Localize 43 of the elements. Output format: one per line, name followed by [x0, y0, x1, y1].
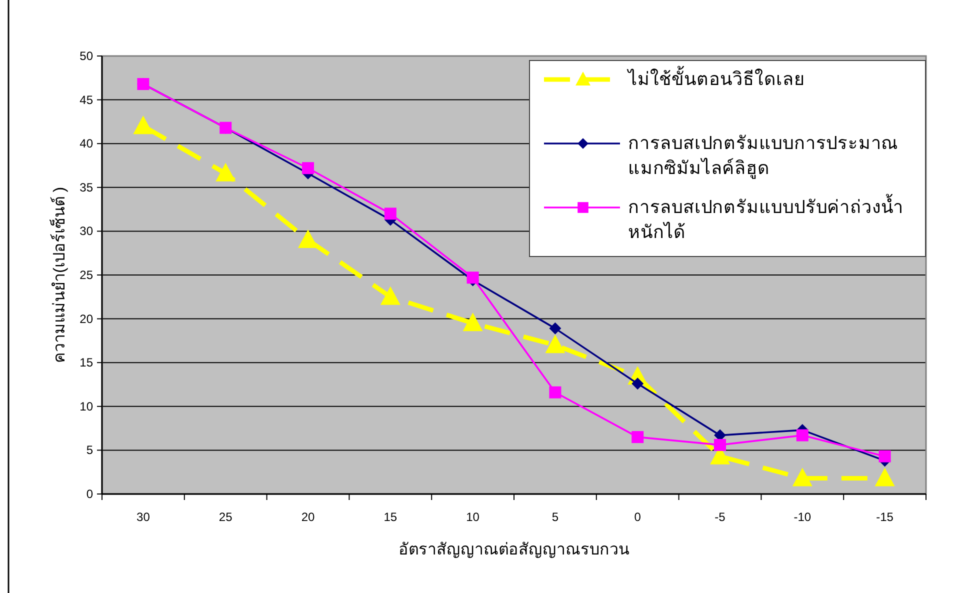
- point: [298, 229, 318, 248]
- y-tick-label: 50: [80, 49, 94, 63]
- x-tick-label: -15: [876, 510, 894, 524]
- y-tick-label: 0: [86, 487, 94, 501]
- x-tick-label: 15: [384, 510, 398, 524]
- point: [632, 378, 644, 390]
- x-axis-title: อัตราสัญญาณต่อสัญญาณรบกวน: [398, 542, 630, 558]
- y-axis-title: ความแม่นยำ(เปอร์เซ็นต์ ): [48, 186, 68, 364]
- legend-label: การลบสเปกตรัมแบบปรับค่าถ่วงน้ำหนักได้: [628, 195, 905, 244]
- y-tick-label: 15: [80, 356, 94, 370]
- point: [384, 208, 396, 220]
- point: [133, 116, 154, 134]
- y-tick-label: 10: [80, 399, 94, 414]
- y-tick-label: 35: [80, 180, 94, 194]
- x-tick-label: 30: [136, 510, 150, 524]
- x-tick-label: 0: [634, 510, 642, 524]
- x-tick-label: -5: [714, 510, 726, 524]
- x-tick-label: -10: [794, 510, 812, 524]
- point: [462, 312, 483, 332]
- y-tick-label: 30: [80, 224, 94, 238]
- point: [632, 431, 644, 444]
- point: [714, 438, 726, 451]
- point: [549, 322, 562, 334]
- point: [792, 468, 812, 486]
- y-tick-label: 20: [80, 312, 94, 326]
- legend-label: ไม่ใช้ขั้นตอนวิธีใดเลย: [628, 67, 806, 91]
- point: [216, 162, 236, 182]
- point: [796, 429, 808, 442]
- point: [302, 162, 314, 174]
- point: [380, 286, 400, 305]
- x-tick-label: 10: [466, 510, 480, 524]
- x-tick-label: 20: [301, 510, 315, 524]
- point: [545, 334, 566, 354]
- x-tick-label: 25: [218, 510, 233, 524]
- legend-label: การลบสเปกตรัมแบบการประมาณแมกซิมัมไลค์ลิฮูด: [628, 132, 900, 181]
- point: [874, 468, 895, 486]
- point: [549, 386, 562, 398]
- point: [878, 450, 891, 462]
- y-tick-label: 45: [80, 92, 94, 107]
- x-tick-label: 5: [552, 510, 559, 524]
- y-tick-label: 40: [80, 136, 94, 151]
- y-tick-label: 5: [86, 443, 94, 458]
- y-tick-label: 25: [80, 268, 94, 282]
